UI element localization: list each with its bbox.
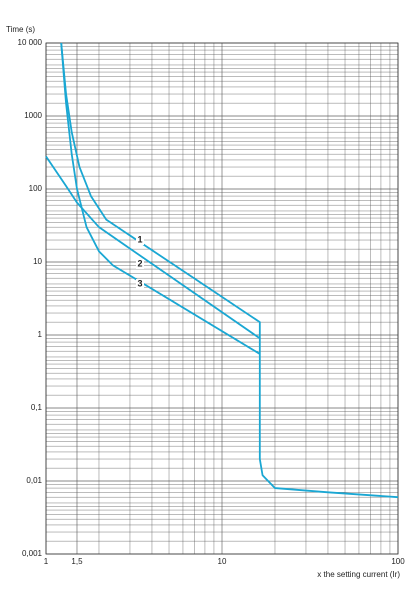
y-tick-label: 10 bbox=[33, 257, 42, 266]
y-axis-label: Time (s) bbox=[6, 25, 35, 34]
plot-frame bbox=[45, 42, 399, 555]
y-tick-label: 10 000 bbox=[18, 38, 43, 47]
x-axis-label: x the setting current (Ir) bbox=[317, 570, 400, 579]
curve-label-bg bbox=[136, 235, 144, 245]
curve-label: 2 bbox=[137, 258, 142, 268]
y-tick-label: 100 bbox=[29, 184, 43, 193]
y-tick-label: 1 bbox=[38, 330, 43, 339]
y-tick-label: 0,001 bbox=[22, 549, 43, 558]
x-tick-label: 1 bbox=[44, 557, 49, 566]
x-tick-label: 10 bbox=[218, 557, 227, 566]
y-tick-label: 0,1 bbox=[31, 403, 43, 412]
x-tick-label: 1,5 bbox=[71, 557, 83, 566]
curve bbox=[45, 155, 261, 340]
curve-label-bg bbox=[136, 279, 144, 289]
y-tick-label: 0,01 bbox=[26, 476, 42, 485]
curve bbox=[60, 42, 399, 499]
x-tick-label: 100 bbox=[391, 557, 405, 566]
y-tick-label: 1000 bbox=[24, 111, 42, 120]
curve-label: 1 bbox=[137, 234, 142, 244]
curve-label: 3 bbox=[137, 278, 142, 288]
curve-label-bg bbox=[136, 259, 144, 269]
curve bbox=[60, 42, 261, 355]
